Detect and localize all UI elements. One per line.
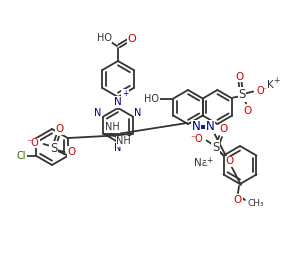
Text: O: O: [226, 157, 234, 166]
Text: +: +: [273, 76, 279, 85]
Text: Cl: Cl: [17, 151, 27, 161]
Text: O: O: [235, 72, 243, 82]
Text: NH: NH: [116, 136, 131, 147]
Text: O: O: [55, 124, 64, 134]
Text: ⁻O: ⁻O: [191, 135, 204, 144]
Text: O: O: [128, 34, 136, 44]
Text: N: N: [114, 143, 122, 153]
Text: Na: Na: [194, 158, 209, 169]
Text: +: +: [122, 90, 128, 99]
Text: ⁻O: ⁻O: [27, 138, 40, 148]
Text: N: N: [94, 108, 102, 118]
Text: S: S: [50, 142, 57, 154]
Text: CH₃: CH₃: [248, 198, 265, 207]
Text: S: S: [212, 141, 219, 154]
Text: N: N: [192, 121, 200, 134]
Text: NH: NH: [105, 122, 120, 132]
Text: S: S: [238, 88, 246, 101]
Text: O: O: [234, 195, 242, 205]
Text: O⁻: O⁻: [256, 86, 269, 95]
Text: N: N: [206, 121, 214, 134]
Text: K: K: [267, 80, 273, 90]
Text: O: O: [243, 105, 251, 116]
Text: HO: HO: [96, 33, 112, 43]
Text: N: N: [114, 97, 122, 107]
Text: O: O: [219, 125, 228, 135]
Text: O: O: [68, 147, 76, 157]
Text: N: N: [134, 108, 142, 118]
Text: +: +: [206, 156, 213, 165]
Text: HO: HO: [144, 94, 159, 104]
